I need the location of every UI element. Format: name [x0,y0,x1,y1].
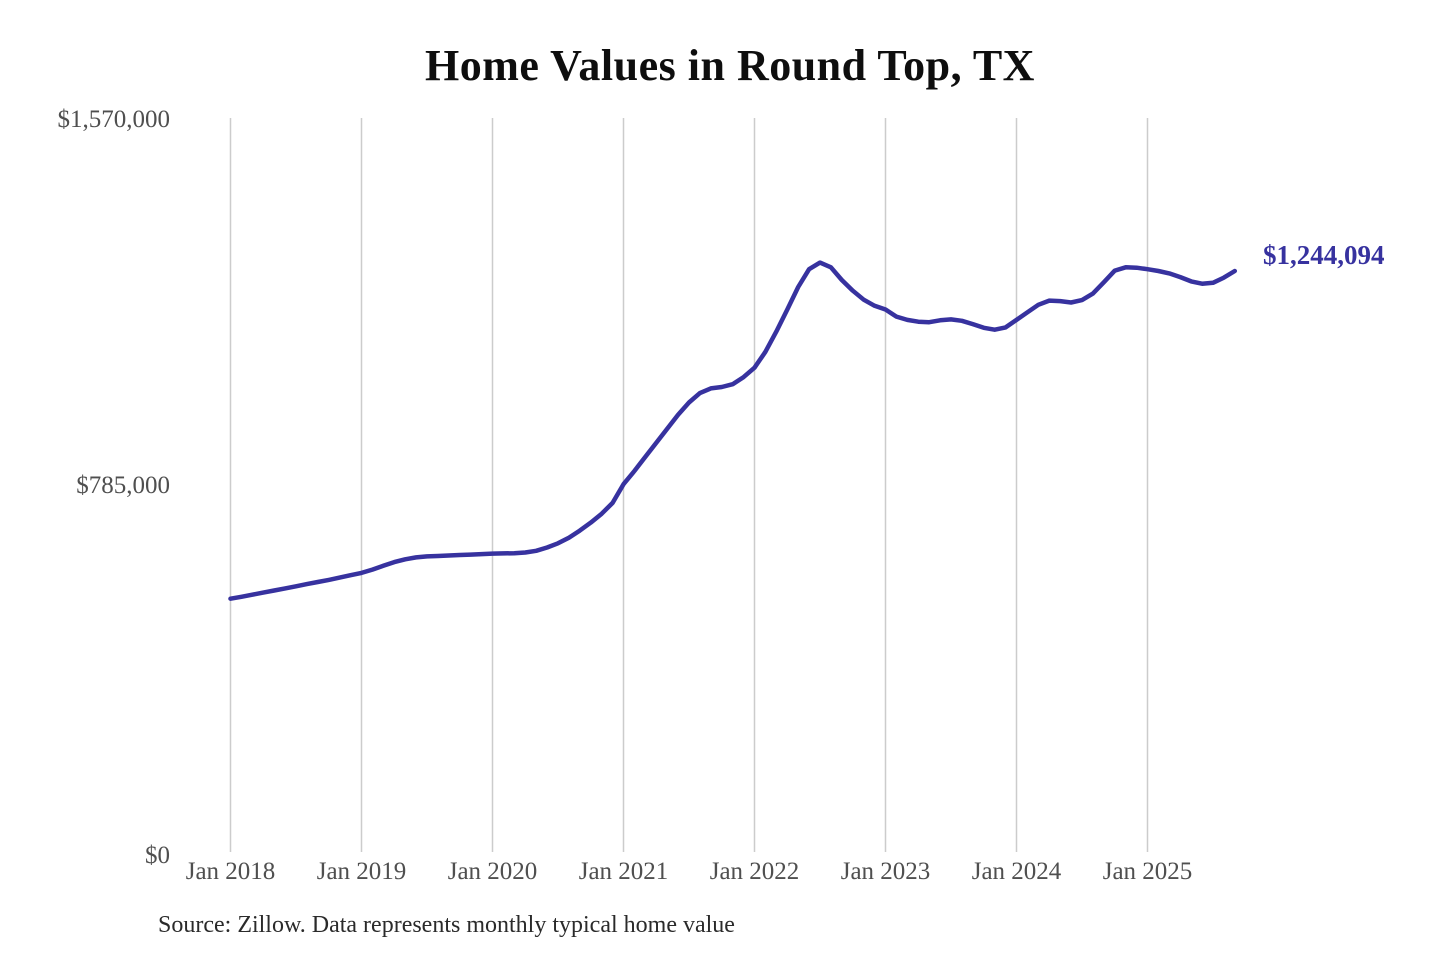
x-tick-label-jan-2018: Jan 2018 [185,858,276,885]
source-note: Source: Zillow. Data represents monthly … [158,912,735,938]
year-gridlines [229,118,1149,852]
current-value-label: $1,244,094 [1263,240,1385,270]
x-tick-label-jan-2025: Jan 2025 [1102,858,1193,885]
x-tick-label-jan-2024: Jan 2024 [971,858,1062,885]
y-tick-label-mid: $785,000 [76,472,170,499]
y-tick-label-top: $1,570,000 [57,106,171,133]
x-tick-label-jan-2019: Jan 2019 [316,858,407,885]
home-value-line [228,260,1238,601]
x-tick-label-jan-2022: Jan 2022 [709,858,800,885]
x-tick-label-jan-2021: Jan 2021 [578,858,669,885]
x-tick-label-jan-2020: Jan 2020 [447,858,538,885]
chart-title: Home Values in Round Top, TX [425,41,1035,90]
x-tick-label-jan-2023: Jan 2023 [840,858,931,885]
y-tick-label-zero: $0 [145,842,170,869]
